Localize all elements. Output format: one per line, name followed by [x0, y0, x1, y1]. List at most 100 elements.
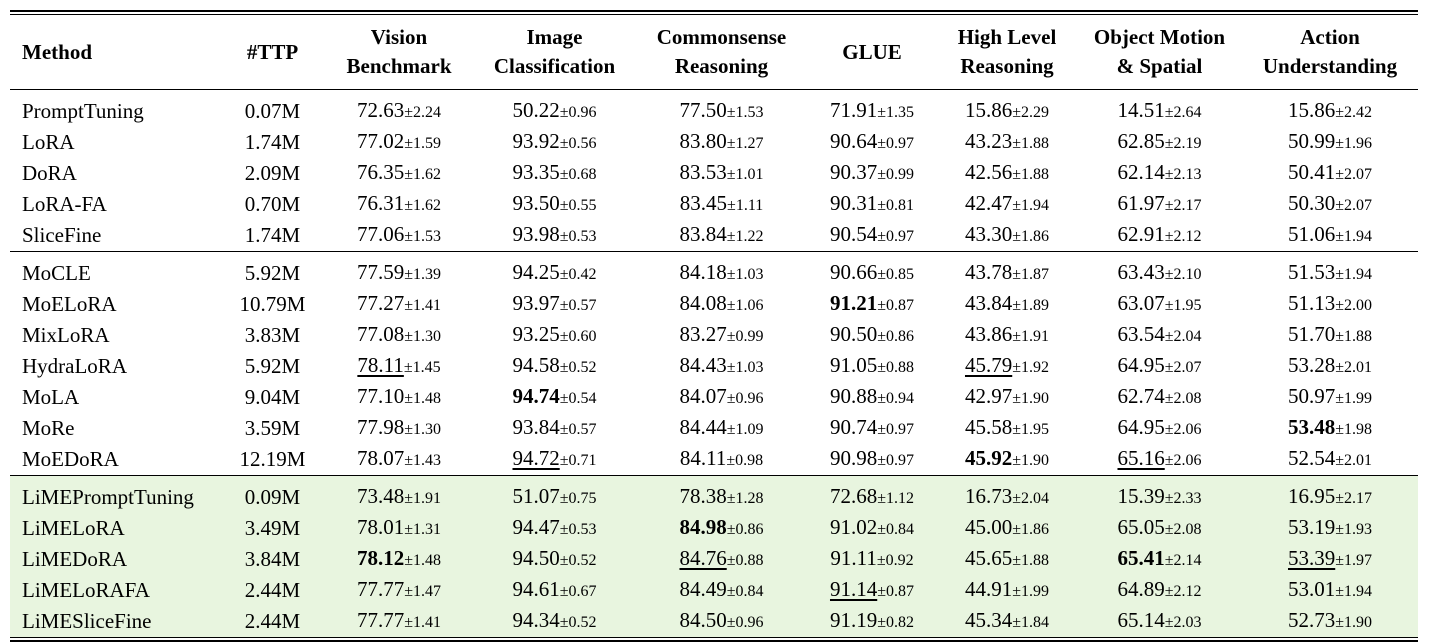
score-value: 53.39 [1287, 546, 1336, 570]
score-value: 94.58 [512, 353, 560, 377]
top-rule [10, 10, 1418, 12]
score-std: ±2.17 [1335, 490, 1373, 507]
score-std: ±0.94 [877, 390, 915, 407]
score-std: ±2.24 [404, 104, 442, 121]
score-value: 84.44 [679, 415, 727, 439]
score-cell: 77.98±1.30 [325, 413, 473, 444]
score-value: 84.76 [679, 546, 727, 570]
score-cell: 91.19±0.82 [807, 606, 937, 637]
score-std: ±0.55 [559, 197, 597, 214]
score-cell: 45.65±1.88 [937, 544, 1077, 575]
score-cell: 78.38±1.28 [636, 475, 807, 513]
score-cell: 77.59±1.39 [325, 251, 473, 289]
top-rule-inner [10, 14, 1418, 15]
score-value: 16.95 [1287, 484, 1336, 508]
score-std: ±0.99 [877, 166, 915, 183]
score-std: ±0.86 [877, 328, 915, 345]
method-cell: LiMELoRA [10, 513, 220, 544]
score-value: 94.50 [512, 546, 560, 570]
score-cell: 90.50±0.86 [807, 320, 937, 351]
column-header: Action Understanding [1242, 15, 1418, 90]
score-value: 71.91 [829, 98, 878, 122]
score-cell: 16.95±2.17 [1242, 475, 1418, 513]
score-value: 65.41 [1117, 546, 1165, 570]
score-cell: 61.97±2.17 [1077, 189, 1242, 220]
score-cell: 63.07±1.95 [1077, 289, 1242, 320]
score-value: 94.74 [512, 384, 560, 408]
score-value: 90.74 [829, 415, 878, 439]
score-value: 50.30 [1287, 191, 1336, 215]
header-row: Method #TTP Vision Benchmark Image Classifica… [10, 15, 1418, 90]
score-std: ±2.42 [1335, 104, 1373, 121]
score-cell: 73.48±1.91 [325, 475, 473, 513]
score-value: 50.41 [1287, 160, 1336, 184]
score-std: ±2.06 [1164, 452, 1202, 469]
score-value: 84.18 [679, 260, 727, 284]
score-std: ±1.27 [726, 135, 764, 152]
score-value: 45.65 [964, 546, 1013, 570]
method-cell: LoRA [22, 130, 75, 154]
column-header: Image Classification [473, 15, 636, 90]
score-cell: 53.19±1.93 [1242, 513, 1418, 544]
score-std: ±2.12 [1164, 583, 1202, 600]
score-cell: 94.58±0.52 [473, 351, 636, 382]
column-header: Object Motion & Spatial [1077, 15, 1242, 90]
score-value: 90.64 [829, 129, 878, 153]
method-cell: PromptTuning [10, 89, 220, 127]
score-cell: 50.99±1.96 [1242, 127, 1418, 158]
table-row: LiMESliceFine 2.44M 77.77±1.41 94.34±0.52 84… [10, 606, 1418, 637]
score-std: ±0.86 [726, 521, 764, 538]
column-header-line: Commonsense [656, 25, 787, 49]
score-std: ±1.98 [1335, 421, 1373, 438]
method-cell: MoEDoRA [22, 447, 119, 471]
score-value: 91.19 [829, 608, 878, 632]
score-std: ±2.01 [1335, 452, 1373, 469]
score-std: ±0.99 [726, 328, 764, 345]
score-cell: 52.54±2.01 [1242, 444, 1418, 476]
score-value: 51.70 [1287, 322, 1336, 346]
score-value: 90.88 [829, 384, 878, 408]
score-cell: 76.31±1.62 [325, 189, 473, 220]
moe-group: MoCLE 5.92M 77.59±1.39 94.25±0.42 84.18±1.03… [10, 251, 1418, 476]
score-std: ±1.97 [1335, 552, 1373, 569]
score-value: 76.31 [356, 191, 405, 215]
score-cell: 72.63±2.24 [325, 89, 473, 127]
score-value: 51.06 [1287, 222, 1336, 246]
score-cell: 65.16±2.06 [1077, 444, 1242, 476]
score-value: 78.07 [356, 446, 405, 470]
score-std: ±1.39 [404, 266, 442, 283]
score-value: 62.85 [1117, 129, 1165, 153]
score-std: ±0.84 [877, 521, 915, 538]
score-std: ±1.92 [1012, 359, 1050, 376]
score-value: 84.98 [679, 515, 727, 539]
score-cell: 51.06±1.94 [1242, 220, 1418, 252]
table-row: MoCLE 5.92M 77.59±1.39 94.25±0.42 84.18±1.03… [10, 251, 1418, 289]
score-std: ±1.88 [1012, 135, 1050, 152]
score-value: 62.14 [1117, 160, 1165, 184]
column-header: #TTP [220, 15, 325, 90]
method-cell: LiMELoRAFA [10, 575, 220, 606]
score-cell: 50.22±0.96 [473, 89, 636, 127]
score-std: ±2.03 [1164, 614, 1202, 631]
score-std: ±2.07 [1335, 197, 1373, 214]
score-std: ±0.81 [877, 197, 915, 214]
score-cell: 51.70±1.88 [1242, 320, 1418, 351]
ttp-cell: 2.44M [220, 575, 325, 606]
ttp-cell: 3.59M [244, 416, 301, 440]
column-header-line: Vision [370, 25, 428, 49]
score-std: ±0.88 [877, 359, 915, 376]
score-std: ±0.97 [877, 452, 915, 469]
score-cell: 50.41±2.07 [1242, 158, 1418, 189]
score-value: 72.68 [829, 484, 878, 508]
score-cell: 62.14±2.13 [1077, 158, 1242, 189]
score-std: ±1.94 [1335, 266, 1373, 283]
score-value: 62.74 [1117, 384, 1165, 408]
score-std: ±1.11 [727, 197, 764, 214]
score-std: ±2.04 [1012, 490, 1050, 507]
score-value: 93.35 [512, 160, 560, 184]
results-table-container: Method #TTP Vision Benchmark Image Classifica… [10, 10, 1418, 642]
column-header-line: GLUE [842, 39, 902, 64]
score-cell: 43.78±1.87 [937, 251, 1077, 289]
score-value: 93.98 [512, 222, 560, 246]
score-value: 45.00 [964, 515, 1013, 539]
